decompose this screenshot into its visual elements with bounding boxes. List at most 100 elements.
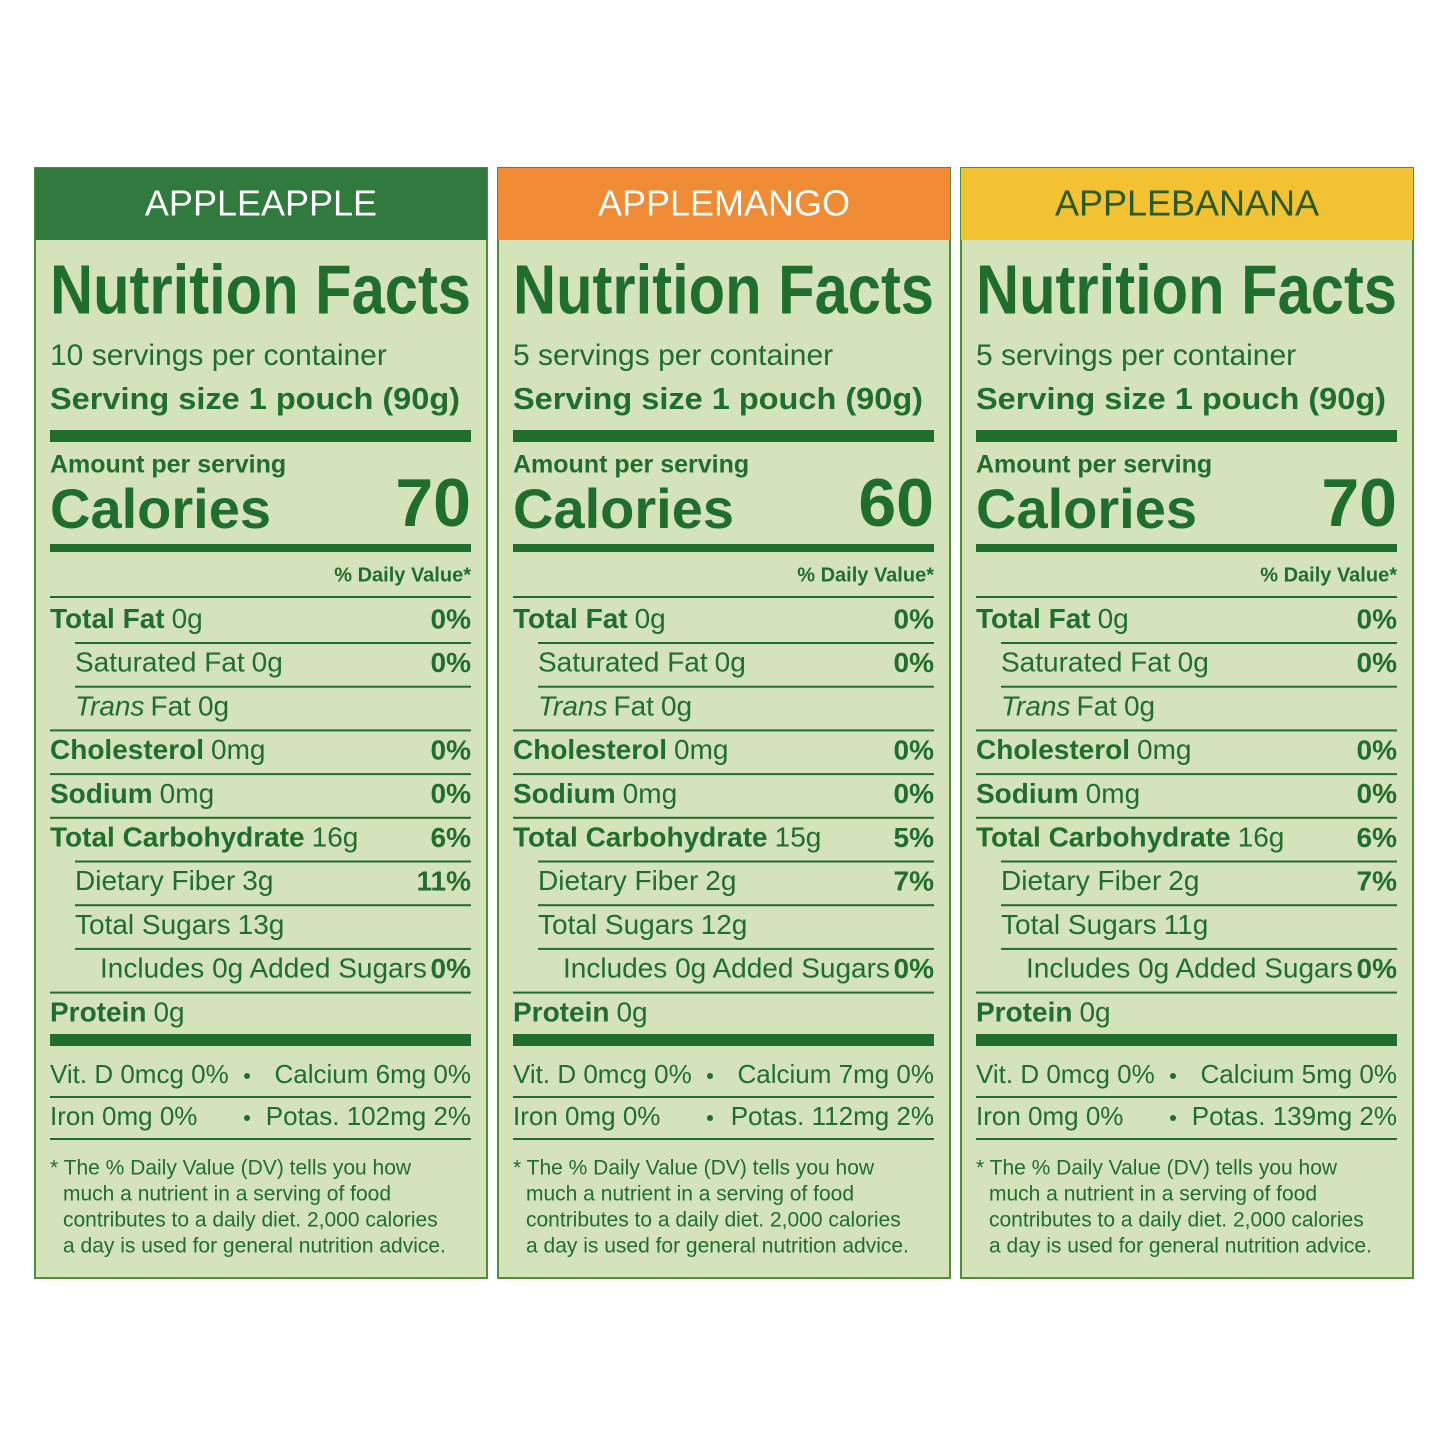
serving-size: Serving size 1 pouch (90g) bbox=[513, 381, 923, 416]
nutrient-amount: 12g bbox=[701, 909, 748, 940]
amount-per-serving: Amount per serving bbox=[50, 451, 286, 479]
nutrient-name: Cholesterol bbox=[976, 734, 1130, 765]
rule bbox=[1001, 904, 1397, 907]
nutrient-amount: 3g bbox=[242, 866, 273, 897]
nutrient-amount: 0g bbox=[616, 997, 647, 1028]
vitamin: Potas. 139mg 2% bbox=[1192, 1101, 1397, 1131]
calories-value: 60 bbox=[858, 465, 934, 541]
nutrient-amount: 0g bbox=[252, 647, 283, 678]
nutrient-amount: 0g bbox=[1079, 997, 1110, 1028]
vitamin: Iron 0mg 0% bbox=[50, 1101, 197, 1131]
daily-value: 0% bbox=[894, 734, 935, 765]
nutrient-name: Dietary Fiber bbox=[538, 866, 698, 897]
calories-value: 70 bbox=[395, 465, 471, 541]
daily-value: 6% bbox=[1357, 822, 1398, 853]
nutrient-name: Dietary Fiber bbox=[75, 866, 235, 897]
rule bbox=[976, 729, 1397, 732]
nutrient-row: Dietary Fiber 2g bbox=[538, 866, 736, 897]
daily-value-header: % Daily Value* bbox=[1260, 564, 1397, 586]
servings: 5 servings per container bbox=[976, 339, 1296, 372]
vitamin: Potas. 112mg 2% bbox=[731, 1101, 934, 1131]
footnote-line: contributes to a daily diet. 2,000 calor… bbox=[63, 1209, 438, 1232]
footnote-line: * The % Daily Value (DV) tells you how bbox=[50, 1157, 412, 1180]
footnote-line: much a nutrient in a serving of food bbox=[989, 1183, 1317, 1206]
nutrient-amount: 0g bbox=[1098, 603, 1129, 634]
nutrient-amount: 0g bbox=[198, 691, 229, 722]
thick-bar bbox=[976, 1034, 1397, 1046]
rule bbox=[538, 685, 934, 688]
nutrient-row: Protein 0g bbox=[976, 997, 1111, 1028]
nutrient-row: Trans Fat 0g bbox=[1001, 691, 1155, 722]
nutrient-name: Total Fat bbox=[50, 603, 165, 634]
rule bbox=[75, 642, 471, 644]
nutrient-row: Saturated Fat 0g bbox=[1001, 647, 1209, 678]
flavor-name: APPLEAPPLE bbox=[145, 183, 377, 224]
daily-value: 0% bbox=[1357, 734, 1398, 765]
nutrient-name: Fat bbox=[614, 691, 655, 722]
servings: 10 servings per container bbox=[50, 339, 387, 372]
nutrient-row: Cholesterol 0mg bbox=[513, 734, 729, 765]
nutrient-name: Cholesterol bbox=[50, 734, 204, 765]
title: Nutrition Facts bbox=[513, 250, 934, 328]
vitamin: Vit. D 0mcg 0% bbox=[50, 1059, 229, 1089]
footnote-line: contributes to a daily diet. 2,000 calor… bbox=[989, 1209, 1364, 1232]
rule bbox=[976, 1096, 1397, 1098]
nutrient-name: Fat bbox=[1077, 691, 1118, 722]
nutrient-row: Total Fat 0g bbox=[513, 603, 666, 634]
nutrient-amount: 13g bbox=[238, 909, 285, 940]
rule bbox=[538, 947, 934, 950]
rule bbox=[1001, 947, 1397, 950]
calories-label: Calories bbox=[976, 477, 1197, 540]
nutrient-name: Includes 0g Added Sugars bbox=[563, 953, 890, 984]
rule bbox=[50, 816, 471, 819]
rule bbox=[976, 991, 1397, 994]
rule bbox=[1001, 642, 1397, 644]
footnote-line: much a nutrient in a serving of food bbox=[526, 1183, 854, 1206]
vitamin: Calcium 7mg 0% bbox=[737, 1059, 934, 1089]
nutrient-row: Cholesterol 0mg bbox=[50, 734, 266, 765]
flavor-header bbox=[35, 168, 487, 240]
nutrient-amount: 0g bbox=[635, 603, 666, 634]
nutrient-name: Total Carbohydrate bbox=[976, 822, 1231, 853]
nutrient-row: Total Carbohydrate 15g bbox=[513, 822, 821, 853]
nutrient-row: Dietary Fiber 3g bbox=[75, 866, 273, 897]
nutrient-row: Trans Fat 0g bbox=[75, 691, 229, 722]
rule bbox=[538, 642, 934, 644]
serving-size: Serving size 1 pouch (90g) bbox=[50, 381, 460, 416]
nutrient-amount: 0mg bbox=[160, 778, 214, 809]
footnote-line: a day is used for general nutrition advi… bbox=[63, 1235, 446, 1258]
rule bbox=[976, 1138, 1397, 1140]
nutrient-amount: 0mg bbox=[211, 734, 265, 765]
daily-value: 0% bbox=[1357, 953, 1398, 984]
daily-value: 5% bbox=[894, 822, 935, 853]
rule bbox=[513, 729, 934, 732]
nutrient-name: Saturated Fat bbox=[1001, 647, 1171, 678]
rule bbox=[50, 1138, 471, 1140]
daily-value: 0% bbox=[1357, 778, 1398, 809]
thick-bar bbox=[513, 1034, 934, 1046]
nutrient-amount: 0mg bbox=[1137, 734, 1191, 765]
thick-bar bbox=[50, 1034, 471, 1046]
rule bbox=[50, 729, 471, 732]
rule bbox=[50, 1096, 471, 1098]
thick-bar bbox=[976, 430, 1397, 442]
medium-bar bbox=[513, 544, 934, 552]
daily-value: 7% bbox=[1357, 866, 1398, 897]
rule bbox=[75, 685, 471, 688]
footnote-line: * The % Daily Value (DV) tells you how bbox=[513, 1157, 875, 1180]
footnote-line: much a nutrient in a serving of food bbox=[63, 1183, 391, 1206]
footnote-line: a day is used for general nutrition advi… bbox=[526, 1235, 909, 1258]
nutrient-row: Includes 0g Added Sugars bbox=[1026, 953, 1353, 984]
calories-label: Calories bbox=[50, 477, 271, 540]
title: Nutrition Facts bbox=[976, 250, 1397, 328]
nutrient-name: Total Sugars bbox=[75, 909, 231, 940]
nutrient-amount: 11g bbox=[1164, 909, 1209, 940]
daily-value: 0% bbox=[894, 647, 935, 678]
daily-value: 0% bbox=[431, 778, 472, 809]
nutrient-name: Total Fat bbox=[513, 603, 628, 634]
rule bbox=[75, 860, 471, 863]
servings: 5 servings per container bbox=[513, 339, 833, 372]
nutrient-amount: 0g bbox=[661, 691, 692, 722]
rule bbox=[513, 816, 934, 819]
footnote-line: * The % Daily Value (DV) tells you how bbox=[976, 1157, 1338, 1180]
